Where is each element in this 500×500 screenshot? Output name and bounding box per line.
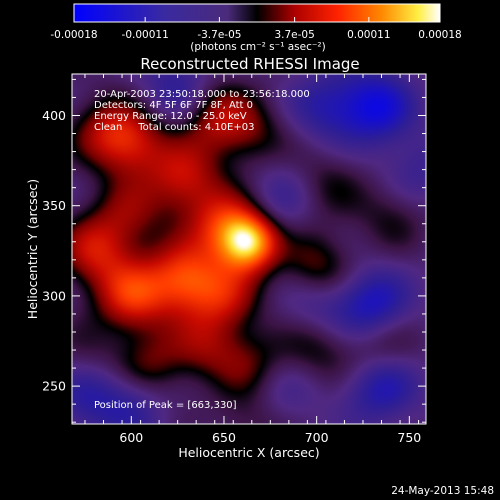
x-tick-label: 600: [119, 430, 143, 445]
y-tick-label: 350: [42, 198, 66, 213]
annotation-detectors: Detectors: 4F 5F 6F 7F 8F, Att 0: [94, 100, 253, 111]
colorbar-tick-label: -0.00011: [122, 29, 169, 41]
colorbar: [73, 3, 441, 23]
colorbar-tick-label: 0.00011: [347, 29, 390, 41]
x-tick-label: 750: [397, 430, 421, 445]
y-tick-label: 250: [42, 379, 66, 394]
colorbar-tick-label: -0.00018: [50, 29, 97, 41]
annotation-energy: Energy Range: 12.0 - 25.0 keV: [94, 111, 247, 122]
x-axis-label: Heliocentric X (arcsec): [178, 445, 319, 460]
x-tick-label: 700: [305, 430, 329, 445]
annotation-time: 20-Apr-2003 23:50:18.000 to 23:56:18.000: [94, 89, 310, 100]
colorbar-tick-label: -3.7e-05: [197, 29, 241, 41]
colorbar-unit-label: (photons cm⁻² s⁻¹ asec⁻²): [190, 41, 325, 53]
annotation-peak: Position of Peak = [663,330]: [94, 400, 237, 411]
colorbar-tick-label: 0.00018: [418, 29, 461, 41]
plot-frame: [71, 73, 427, 425]
annotations: 20-Apr-2003 23:50:18.000 to 23:56:18.000…: [94, 89, 310, 411]
x-tick-label: 650: [212, 430, 236, 445]
colorbar-ticks: -0.00018 -0.00011 -3.7e-05 3.7e-05 0.00011 0.…: [50, 17, 462, 41]
y-tick-label: 300: [42, 288, 66, 303]
axis-ticks: 600 650 700 750 250 300 350 400: [42, 74, 426, 445]
annotation-clean: Clean Total counts: 4.10E+03: [94, 122, 254, 133]
heatmap-image: [72, 74, 426, 424]
y-axis-label: Heliocentric Y (arcsec): [25, 179, 40, 319]
chart-title: Reconstructed RHESSI Image: [140, 55, 359, 73]
y-tick-label: 400: [42, 108, 66, 123]
date-stamp: 24-May-2013 15:48: [391, 485, 494, 497]
colorbar-tick-label: 3.7e-05: [274, 29, 314, 41]
heatmap-area: [72, 74, 426, 424]
